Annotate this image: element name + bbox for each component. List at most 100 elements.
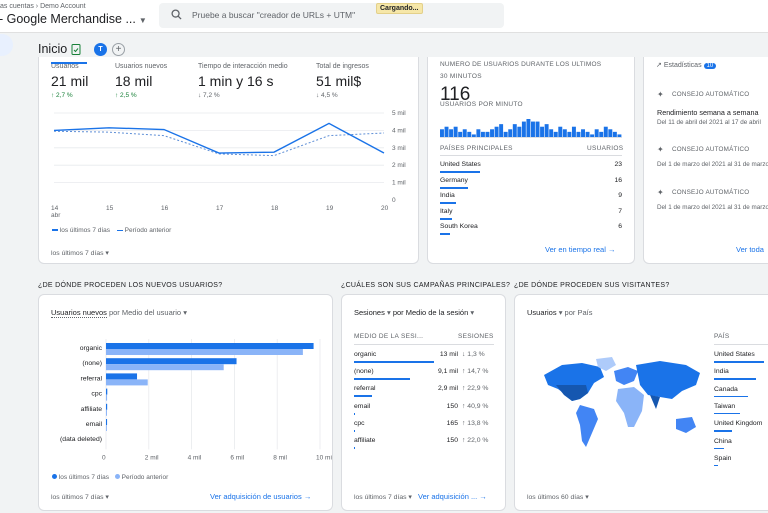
users-per-minute-bar [571, 126, 576, 137]
sidebar-home-indicator[interactable] [0, 34, 13, 56]
view-user-acquisition-link[interactable]: Ver adquisición de usuarios → [210, 492, 311, 501]
users-per-minute-bar [494, 126, 499, 137]
view-realtime-link[interactable]: Ver en tiempo real → [545, 245, 615, 254]
visitor-country[interactable]: India [714, 368, 729, 376]
kpi-change: ↓ 7,2 % [198, 92, 220, 99]
campaigns-col-medium: MEDIO DE LA SESI... [354, 333, 424, 340]
caret-down-icon: ▾ [105, 250, 109, 257]
bar-current [106, 358, 237, 365]
visitor-country[interactable]: United Kingdom [714, 420, 763, 428]
realtime-country-bar [440, 202, 456, 204]
visitor-bar [714, 412, 740, 415]
period-label: los últimos 7 días [51, 494, 104, 501]
users-per-minute-bar [476, 129, 481, 137]
campaign-sessions: 165 [446, 419, 458, 427]
bar-previous [106, 379, 148, 386]
x-tick-label: 19 [326, 205, 334, 212]
category-label: organic [80, 345, 103, 352]
realtime-country-name[interactable]: Italy [440, 207, 453, 215]
period-label: los últimos 7 días [354, 494, 407, 501]
caret-down-icon: ▾ [585, 494, 589, 501]
add-comparison-button[interactable]: + [112, 43, 125, 56]
users-per-minute-bar [467, 131, 472, 137]
campaign-medium[interactable]: cpc [354, 419, 365, 427]
by-label: por Medio de la sesión [392, 308, 469, 317]
document-check-icon[interactable] [71, 44, 81, 55]
insight-title[interactable]: Rendimiento semana a semana [657, 108, 759, 117]
account-selector[interactable]: - Google Merchandise ... ▼ [0, 12, 147, 26]
visitor-country[interactable]: Spain [714, 454, 732, 462]
new-users-bar-chart: 0 2 mil 4 mil 6 mil 8 mil 10 mi organic (none) r… [60, 339, 332, 461]
view-all-insights-link[interactable]: Ver toda [736, 245, 764, 254]
visitor-country[interactable]: United States [714, 351, 755, 358]
arrow-right-icon: → [479, 492, 487, 501]
category-label: email [86, 421, 103, 428]
realtime-value: 116 [440, 84, 471, 105]
overview-period-selector[interactable]: los últimos 7 días ▾ [51, 249, 109, 257]
users-per-minute-chart [440, 119, 622, 138]
caret-down-icon: ▾ [386, 308, 391, 317]
campaign-medium[interactable]: (none) [354, 368, 374, 376]
search-box[interactable]: Pruebe a buscar "creador de URLs + UTM" [159, 3, 504, 28]
campaign-bar [354, 429, 355, 432]
users-per-minute-bar [535, 121, 540, 137]
insight-tag: CONSEJO AUTOMÁTICO [672, 146, 750, 153]
bar-current [106, 388, 108, 395]
users-per-minute-bar [599, 131, 604, 137]
breadcrumb[interactable]: as cuentas › Demo Account [0, 3, 86, 10]
y-tick-label: 3 mil [392, 145, 406, 152]
visitor-bar [714, 464, 718, 467]
x-tick-label: 20 [381, 205, 389, 212]
realtime-country-name[interactable]: Germany [440, 176, 468, 184]
campaign-medium[interactable]: affiliate [354, 437, 376, 444]
visitor-country[interactable]: Canada [714, 385, 738, 393]
link-label: Ver adquisición ... [418, 492, 478, 501]
map-greenland [596, 357, 616, 371]
caret-down-icon: ▾ [408, 494, 412, 501]
loading-badge: Cargando... [376, 3, 423, 14]
users-per-minute-bar [562, 129, 567, 137]
insight-date: Del 1 de marzo del 2021 al 31 de marzo [657, 204, 768, 211]
campaign-bar [354, 447, 355, 449]
bar-legend: los últimos 7 días Período anterior [52, 474, 168, 481]
kpi-value: 1 min y 16 s [198, 73, 274, 89]
new-users-dimension-selector[interactable]: Usuarios nuevos por Medio del usuario ▾ [51, 308, 187, 318]
category-label: affiliate [81, 406, 103, 413]
users-per-minute-bar [453, 126, 458, 137]
caret-down-icon: ▾ [183, 308, 187, 317]
sparkle-icon: ✦ [657, 145, 664, 154]
campaign-medium[interactable]: organic [354, 351, 377, 358]
realtime-country-name[interactable]: India [440, 192, 455, 199]
visitor-country[interactable]: Taiwan [714, 402, 736, 410]
realtime-country-name[interactable]: South Korea [440, 223, 478, 230]
users-per-minute-bar [440, 129, 444, 137]
category-label: (data deleted) [60, 436, 102, 443]
realtime-country-name[interactable]: United States [440, 161, 481, 168]
visitor-country[interactable]: China [714, 437, 732, 445]
campaigns-period-selector[interactable]: los últimos 7 días ▾ [354, 493, 412, 501]
view-traffic-acquisition-link[interactable]: Ver adquisición ... → [418, 492, 487, 501]
avatar[interactable]: T [94, 43, 107, 56]
legend-current-swatch [52, 229, 58, 232]
caret-down-icon: ▾ [105, 494, 109, 501]
users-per-minute-bar [458, 131, 463, 137]
section-new-users-title: ¿DE DÓNDE PROCEDEN LOS NUEVOS USUARIOS? [38, 282, 223, 289]
campaign-medium[interactable]: email [354, 402, 371, 410]
realtime-country-bar [440, 171, 480, 173]
campaign-medium[interactable]: referral [354, 385, 376, 393]
legend-current-dot [52, 474, 57, 479]
map-north-america [544, 363, 604, 401]
category-label: referral [80, 375, 102, 382]
bar-current [106, 373, 138, 380]
realtime-subtitle: 30 MINUTOS [440, 73, 482, 80]
visitors-dimension-selector[interactable]: Usuarios ▾ por País [527, 308, 592, 317]
visitors-period-selector[interactable]: los últimos 60 días ▾ [527, 493, 589, 501]
new-users-period-selector[interactable]: los últimos 7 días ▾ [51, 493, 109, 501]
campaign-change: ↑ 22,0 % [462, 437, 489, 444]
kpi-label: Usuarios [51, 63, 79, 70]
campaigns-dimension-selector[interactable]: Sesiones ▾ por Medio de la sesión ▾ [354, 308, 474, 317]
category-label: (none) [82, 360, 102, 367]
bar-previous [106, 409, 107, 416]
users-per-minute-bar [471, 134, 476, 137]
section-visitors-title: ¿DE DÓNDE PROCEDEN SUS VISITANTES? [514, 282, 670, 289]
